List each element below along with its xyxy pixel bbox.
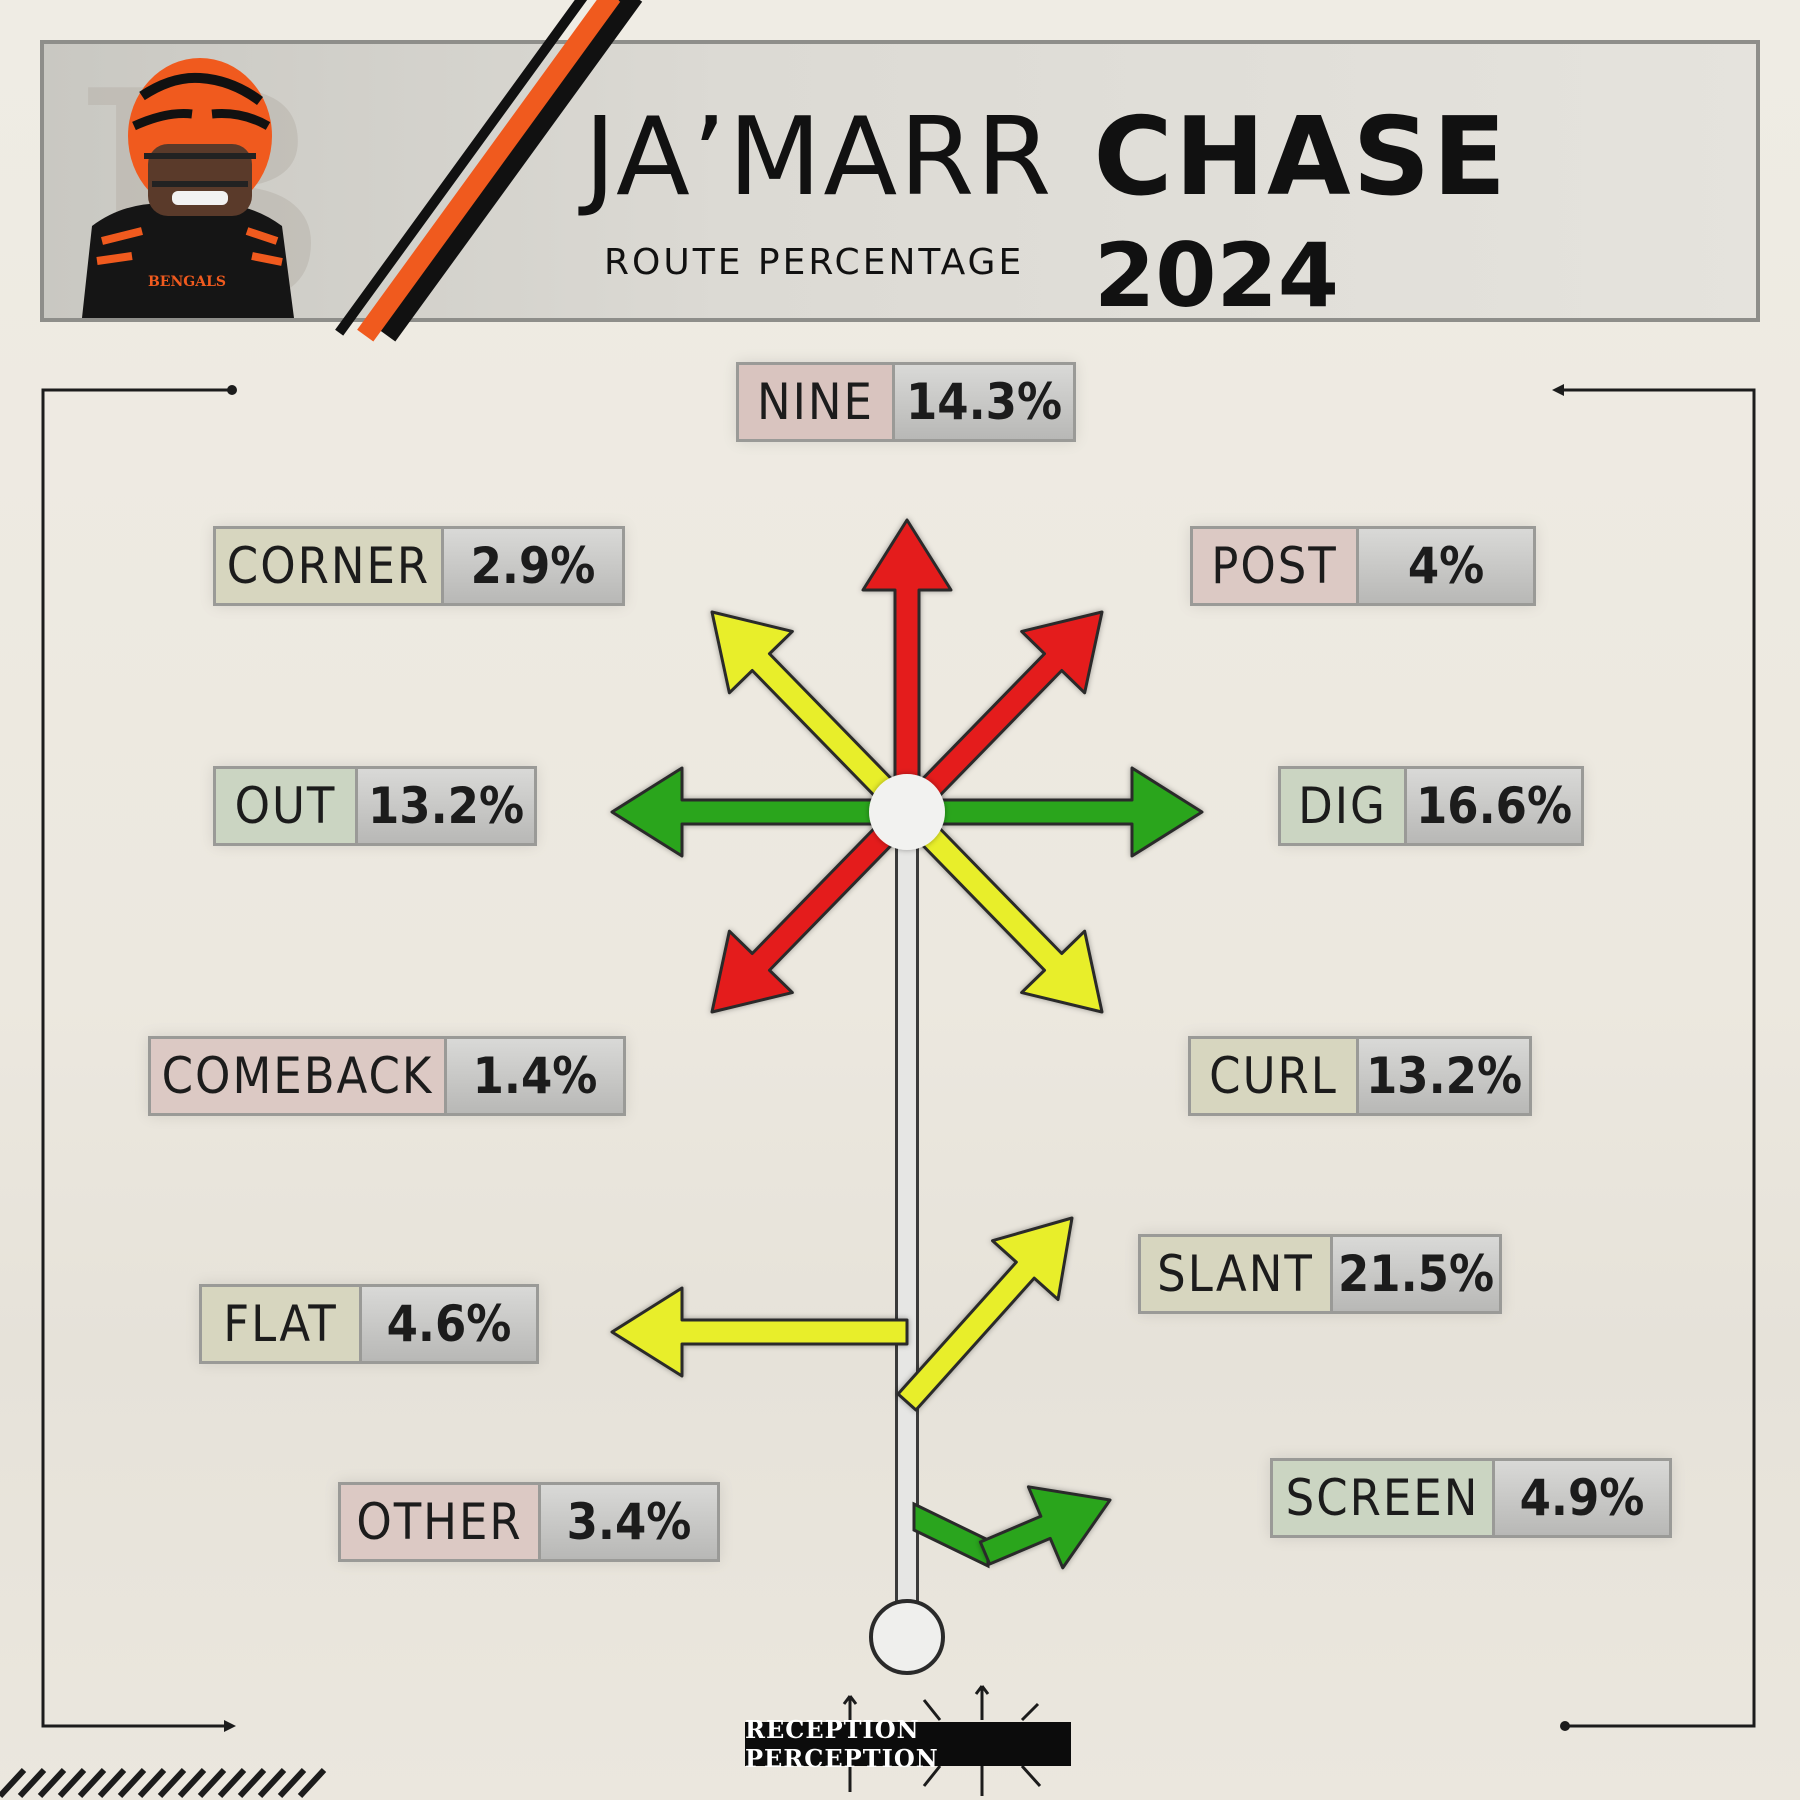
- route-hub: [869, 774, 945, 850]
- route-screen-leg: [912, 1501, 990, 1569]
- route-out-arrow: [610, 766, 909, 858]
- route-curl-value: 13.2%: [1359, 1039, 1529, 1113]
- route-slant-label: SLANT 21.5%: [1138, 1234, 1502, 1314]
- route-out-label: OUT 13.2%: [213, 766, 537, 846]
- route-nine-arrow: [861, 518, 953, 814]
- route-comeback-label: COMEBACK 1.4%: [148, 1036, 626, 1116]
- route-flat-value: 4.6%: [362, 1287, 536, 1361]
- route-comeback-name: COMEBACK: [151, 1039, 447, 1113]
- route-curl-name: CURL: [1191, 1039, 1359, 1113]
- route-slant-arrow: [896, 1216, 1074, 1412]
- route-post-name: POST: [1193, 529, 1359, 603]
- route-nine-name: NINE: [739, 365, 895, 439]
- route-other-value: 3.4%: [541, 1485, 717, 1559]
- route-flat-name: FLAT: [202, 1287, 362, 1361]
- season-year: 2024: [1094, 224, 1339, 322]
- route-flat-arrow: [610, 1286, 909, 1378]
- player-photo: BENGALS: [82, 58, 294, 318]
- route-post-value: 4%: [1359, 529, 1533, 603]
- jersey-wordmark: BENGALS: [148, 274, 226, 290]
- route-slant-value: 21.5%: [1333, 1237, 1499, 1311]
- route-comeback-value: 1.4%: [447, 1039, 623, 1113]
- route-dig-label: DIG 16.6%: [1278, 766, 1584, 846]
- route-slant-name: SLANT: [1141, 1237, 1333, 1311]
- route-start-circle: [869, 1599, 945, 1675]
- route-other-label: OTHER 3.4%: [338, 1482, 720, 1562]
- graphic-subtitle: ROUTE PERCENTAGE: [604, 242, 1025, 283]
- route-corner-label: CORNER 2.9%: [213, 526, 625, 606]
- route-screen-arrow: [978, 1485, 1112, 1570]
- route-screen-name: SCREEN: [1273, 1461, 1495, 1535]
- route-screen-label: SCREEN 4.9%: [1270, 1458, 1672, 1538]
- route-flat-label: FLAT 4.6%: [199, 1284, 539, 1364]
- route-corner-name: CORNER: [216, 529, 444, 603]
- route-dig-name: DIG: [1281, 769, 1407, 843]
- route-nine-value: 14.3%: [895, 365, 1073, 439]
- route-corner-value: 2.9%: [444, 529, 622, 603]
- player-last-name: CHASE: [1093, 95, 1509, 220]
- route-dig-arrow: [905, 766, 1204, 858]
- player-first-name: JA’MARR: [584, 95, 1054, 220]
- player-name: JA’MARR CHASE: [584, 104, 1508, 212]
- route-out-name: OUT: [216, 769, 358, 843]
- route-dig-value: 16.6%: [1407, 769, 1581, 843]
- route-other-name: OTHER: [341, 1485, 541, 1559]
- route-out-value: 13.2%: [358, 769, 534, 843]
- route-curl-label: CURL 13.2%: [1188, 1036, 1532, 1116]
- route-post-label: POST 4%: [1190, 526, 1536, 606]
- reception-perception-logo: RECEPTION PERCEPTION: [745, 1715, 1071, 1773]
- route-nine-label: NINE 14.3%: [736, 362, 1076, 442]
- route-screen-value: 4.9%: [1495, 1461, 1669, 1535]
